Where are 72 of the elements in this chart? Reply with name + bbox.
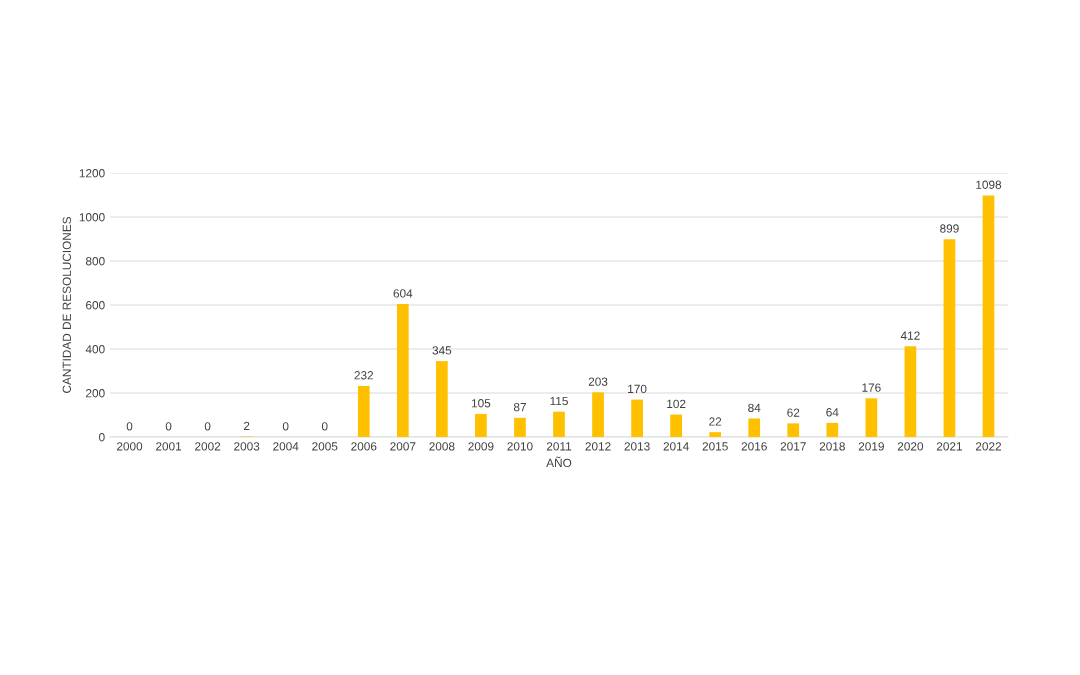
x-tick-label: 2011: [546, 442, 572, 451]
data-label: 899: [940, 224, 959, 233]
data-label: 64: [826, 408, 839, 417]
data-label: 2: [243, 421, 250, 430]
data-label: 0: [282, 422, 289, 431]
y-tick-label: 400: [85, 345, 105, 354]
data-label: 87: [513, 403, 526, 412]
bar: [982, 195, 995, 437]
bar: [475, 413, 487, 437]
bar: [631, 399, 643, 437]
x-tick-label: 2021: [936, 442, 962, 451]
bar: [514, 417, 526, 437]
x-tick-label: 2022: [975, 442, 1002, 451]
bar: [670, 414, 682, 437]
data-label: 105: [471, 399, 491, 408]
data-label: 62: [787, 408, 800, 417]
bar: [865, 398, 878, 437]
y-tick-label: 200: [86, 389, 105, 398]
data-label: 0: [321, 422, 328, 431]
x-tick-label: 2013: [624, 442, 650, 451]
bar: [709, 432, 722, 437]
data-label: 0: [204, 422, 211, 431]
y-tick-label: 800: [85, 257, 105, 266]
bar: [748, 418, 761, 437]
data-label: 22: [709, 417, 722, 426]
x-tick-label: 2017: [780, 442, 806, 451]
data-label: 412: [900, 331, 920, 340]
bar: [396, 304, 409, 437]
x-tick-label: 2015: [702, 442, 728, 451]
x-tick-label: 2000: [116, 442, 143, 451]
x-tick-label: 2020: [897, 442, 924, 451]
data-label: 102: [667, 399, 686, 409]
x-tick-label: 2010: [507, 442, 533, 451]
data-label: 176: [862, 383, 881, 392]
data-label: 203: [588, 377, 608, 386]
y-axis-title: CANTIDAD DE RESOLUCIONES: [62, 216, 71, 393]
x-tick-label: 2019: [858, 442, 884, 451]
y-tick-label: 1000: [79, 213, 105, 222]
bar: [357, 385, 370, 437]
data-label: 0: [165, 422, 172, 431]
bar: [592, 392, 604, 437]
data-label: 1098: [976, 180, 1002, 189]
y-tick-label: 1200: [79, 169, 105, 178]
x-tick-label: 2012: [585, 442, 611, 451]
x-tick-label: 2006: [351, 442, 377, 451]
data-label: 345: [432, 346, 452, 355]
y-tick-label: 0: [99, 433, 105, 442]
x-tick-label: 2016: [741, 442, 767, 451]
bar: [436, 361, 448, 437]
x-tick-label: 2014: [663, 442, 689, 451]
x-tick-label: 2003: [234, 442, 260, 451]
bar: [943, 239, 956, 437]
x-tick-label: 2008: [429, 442, 455, 451]
x-tick-label: 2005: [312, 442, 338, 451]
y-tick-label: 600: [86, 301, 105, 310]
data-label: 170: [628, 384, 647, 394]
bar: [904, 346, 917, 437]
bar: [787, 423, 800, 437]
x-axis-title: AÑO: [546, 456, 572, 468]
bar: [553, 411, 565, 437]
x-tick-label: 2004: [273, 442, 299, 451]
x-tick-label: 2009: [468, 442, 494, 451]
data-label: 115: [550, 396, 568, 406]
x-tick-label: 2018: [819, 442, 845, 451]
data-label: 232: [354, 371, 374, 380]
bar: [826, 422, 839, 437]
data-label: 84: [748, 403, 761, 413]
x-tick-label: 2007: [390, 442, 416, 451]
data-label: 604: [393, 289, 413, 298]
x-tick-label: 2001: [156, 442, 182, 451]
x-tick-label: 2002: [195, 442, 221, 451]
data-label: 0: [126, 422, 133, 431]
